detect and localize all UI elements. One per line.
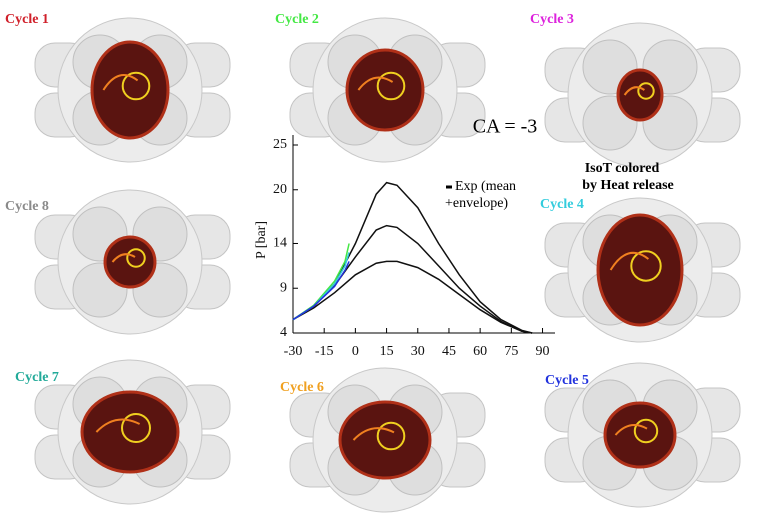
- flame-ring: [126, 248, 146, 268]
- flame-ring: [637, 82, 655, 100]
- chart: 4 9 14 20 25 -30 -15 0 15 30 45 60 75 90: [273, 135, 555, 359]
- flame: [603, 401, 677, 469]
- series-line: [292, 260, 533, 334]
- x-tick-label: 15: [380, 344, 394, 359]
- x-tick-label: 60: [473, 344, 487, 359]
- cylinder-panel: [34, 17, 231, 163]
- flame-edge: [95, 418, 141, 433]
- y-tick-label: 25: [273, 137, 287, 152]
- flame: [338, 400, 432, 480]
- x-tick-label: -30: [284, 344, 303, 359]
- panel-label: Cycle 2: [275, 12, 319, 27]
- flame: [90, 40, 170, 140]
- flame-edge: [623, 86, 645, 96]
- flame-edge: [102, 74, 139, 91]
- flame-edge: [352, 427, 395, 441]
- flame-ring: [376, 71, 406, 101]
- flame-ring: [630, 250, 662, 282]
- cylinder-panel: [34, 189, 231, 335]
- x-tick-label: 75: [504, 344, 518, 359]
- flame-edge: [111, 253, 136, 263]
- panel-label: Cycle 1: [5, 12, 49, 27]
- flame-edge: [609, 251, 650, 271]
- y-axis-label: P [bar]: [254, 221, 269, 259]
- y-tick-label: 14: [273, 236, 287, 251]
- flame: [103, 235, 157, 289]
- y-tick-label: 9: [280, 280, 287, 295]
- flame: [596, 213, 684, 327]
- panel-label: Cycle 6: [280, 380, 324, 395]
- x-tick-label: -15: [315, 344, 334, 359]
- panel-label: Cycle 8: [5, 199, 49, 214]
- cylinder-panel: [289, 367, 486, 513]
- iso-note: by Heat release: [582, 178, 674, 193]
- series-line: [292, 252, 350, 321]
- legend-text: Exp (mean: [455, 179, 516, 194]
- panel-label: Cycle 5: [545, 373, 589, 388]
- y-tick-label: 4: [280, 325, 287, 340]
- y-tick-label: 20: [273, 182, 287, 197]
- panel-label: Cycle 7: [15, 370, 59, 385]
- cylinder-panel: [544, 22, 741, 168]
- series-line: [292, 261, 350, 321]
- flame-ring: [376, 421, 406, 451]
- panel-label: Cycle 3: [530, 12, 574, 27]
- flame: [345, 48, 425, 132]
- cylinder-panel: [544, 197, 741, 343]
- series-line: [292, 243, 350, 321]
- cylinder-panel: [34, 359, 231, 505]
- x-tick-label: 45: [442, 344, 456, 359]
- iso-note: IsoT colored: [585, 161, 660, 176]
- panel-label: Cycle 4: [540, 197, 584, 212]
- flame: [80, 390, 180, 474]
- x-tick-label: 90: [536, 344, 550, 359]
- flame-ring: [121, 71, 151, 101]
- flame-ring: [633, 418, 659, 444]
- x-tick-label: 30: [411, 344, 425, 359]
- crank-angle: CA = -3: [473, 116, 538, 138]
- legend-text: +envelope): [445, 196, 508, 211]
- cylinder-panel: [544, 362, 741, 508]
- flame-ring: [121, 413, 151, 443]
- x-tick-label: 0: [352, 344, 359, 359]
- series-line: [292, 224, 533, 334]
- flame-edge: [614, 424, 648, 436]
- flame-edge: [357, 76, 394, 91]
- panels: Cycle 1 Cycle 2 Cycle 3 Cycle 8 Cycle 4 Cycle…: [5, 12, 741, 513]
- cylinder-panel: [289, 17, 486, 163]
